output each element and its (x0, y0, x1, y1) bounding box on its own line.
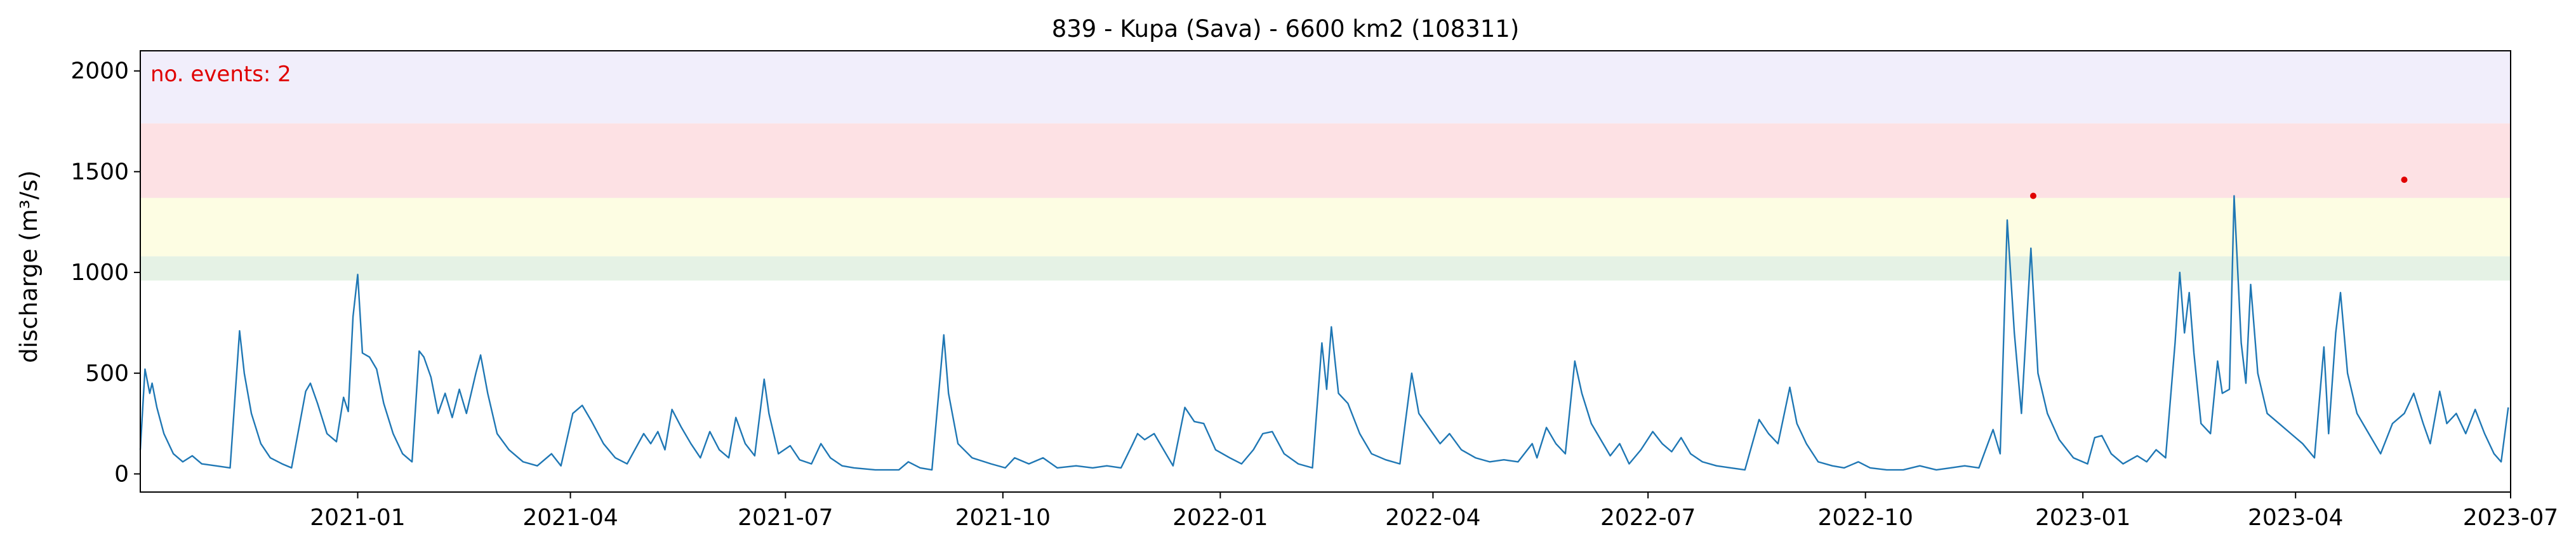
x-tick-label: 2021-10 (955, 505, 1051, 531)
threshold-band-2 (140, 197, 2511, 257)
x-tick-label: 2023-01 (2035, 505, 2130, 531)
x-tick-label: 2021-04 (522, 505, 618, 531)
series-line-1 (139, 195, 2509, 471)
x-tick-label: 2023-04 (2248, 505, 2343, 531)
series-line-group (139, 195, 2509, 471)
threshold-bands (140, 51, 2511, 281)
x-tick-label: 2022-04 (1385, 505, 1480, 531)
threshold-band-1 (140, 256, 2511, 281)
event-marker-2 (2401, 177, 2408, 183)
y-tick-label: 2000 (70, 58, 129, 84)
y-tick-label: 0 (114, 461, 129, 487)
axes: 0 500 1000 1500 2000 2021-01 2021-04 2021-07 202… (70, 50, 2558, 531)
event-markers (2029, 177, 2408, 199)
x-tick-label: 2022-07 (1600, 505, 1696, 531)
event-marker-1 (2029, 192, 2036, 199)
y-tick-label: 1500 (70, 159, 129, 185)
x-tick-label: 2022-01 (1172, 505, 1268, 531)
x-tick-label: 2022-10 (1817, 505, 1913, 531)
y-tick-label: 500 (85, 361, 129, 387)
threshold-band-4 (140, 51, 2511, 124)
x-tick-label: 2023-07 (2463, 505, 2558, 531)
chart-title: 839 - Kupa (Sava) - 6600 km2 (108311) (1052, 15, 1520, 43)
x-tick-label: 2021-01 (310, 505, 405, 531)
plot-frame (140, 50, 2511, 493)
events-count-annotation: no. events: 2 (150, 62, 291, 87)
threshold-band-3 (140, 123, 2511, 198)
y-axis-label: discharge (m³/s) (15, 170, 43, 363)
y-tick-label: 1000 (70, 260, 129, 286)
x-tick-label: 2021-07 (738, 505, 833, 531)
